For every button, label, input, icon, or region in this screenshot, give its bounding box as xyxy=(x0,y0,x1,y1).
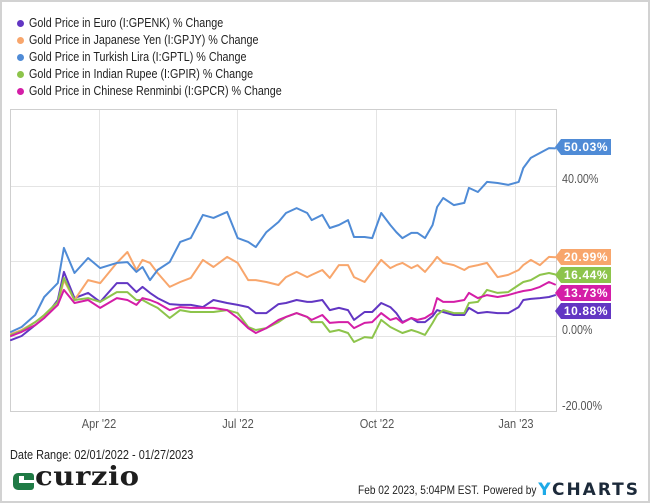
date-range: Date Range: 02/01/2022 - 01/27/2023 xyxy=(10,447,194,462)
value-tag-indian-rupee: 16.44% xyxy=(555,267,611,283)
ycharts-logo-y: Y xyxy=(538,480,552,500)
ycharts-logo[interactable]: YCHARTS xyxy=(538,480,640,500)
logo-bar-shape xyxy=(19,480,34,483)
curzio-logo-text: curzio xyxy=(35,462,140,492)
legend-label: Gold Price in Indian Rupee (I:GPIR) % Ch… xyxy=(29,67,254,81)
legend-label: Gold Price in Chinese Renminbi (I:GPCR) … xyxy=(29,84,282,98)
series-line-gold-price-in-japanese-yen-i-gpjy-change xyxy=(10,251,556,336)
y-tick-label-minus-20: -20.00% xyxy=(562,399,603,413)
value-tag-euro: 10.88% xyxy=(555,303,611,319)
legend-dot-icon xyxy=(17,88,24,95)
series-line-gold-price-in-euro-i-gpenk-change xyxy=(10,270,556,342)
value-tag-japanese-yen: 20.99% xyxy=(555,249,611,265)
logo-square-shape xyxy=(19,476,24,480)
value-tag-turkish-lira: 50.03% xyxy=(555,139,611,155)
series-lines xyxy=(10,147,556,343)
powered-by-label: Powered by xyxy=(483,483,537,497)
x-tick-label-jan-23: Jan '23 xyxy=(498,417,534,431)
series-line-gold-price-in-turkish-lira-i-gptl-change xyxy=(10,147,556,333)
x-tick-label-apr-22: Apr '22 xyxy=(81,417,117,431)
legend-dot-icon xyxy=(17,71,24,78)
footer-attribution: Feb 02 2023, 5:04PM EST. Powered by YCHA… xyxy=(335,480,640,500)
legend-dot-icon xyxy=(17,37,24,44)
legend-label: Gold Price in Turkish Lira (I:GPTL) % Ch… xyxy=(29,50,247,64)
series-line-gold-price-in-chinese-renminbi-i-gpcr-change xyxy=(10,281,556,337)
timestamp: Feb 02 2023, 5:04PM EST. xyxy=(357,483,479,497)
gridlines xyxy=(10,110,556,411)
series-line-gold-price-in-indian-rupee-i-gpir-change xyxy=(10,272,556,343)
legend-label: Gold Price in Japanese Yen (I:GPJY) % Ch… xyxy=(29,33,259,47)
legend-dot-icon xyxy=(17,54,24,61)
y-tick-label-0: 0.00% xyxy=(562,323,593,337)
y-tick-label-40: 40.00% xyxy=(562,172,599,186)
x-tick-label-jul-22: Jul '22 xyxy=(222,417,254,431)
curzio-logo-icon xyxy=(13,473,34,490)
x-tick-label-oct-22: Oct '22 xyxy=(359,417,395,431)
value-tag-chinese-renminbi: 13.73% xyxy=(555,285,611,301)
legend-label: Gold Price in Euro (I:GPENK) % Change xyxy=(29,16,224,30)
legend-dot-icon xyxy=(17,20,24,27)
ycharts-logo-text: CHARTS xyxy=(551,480,640,500)
